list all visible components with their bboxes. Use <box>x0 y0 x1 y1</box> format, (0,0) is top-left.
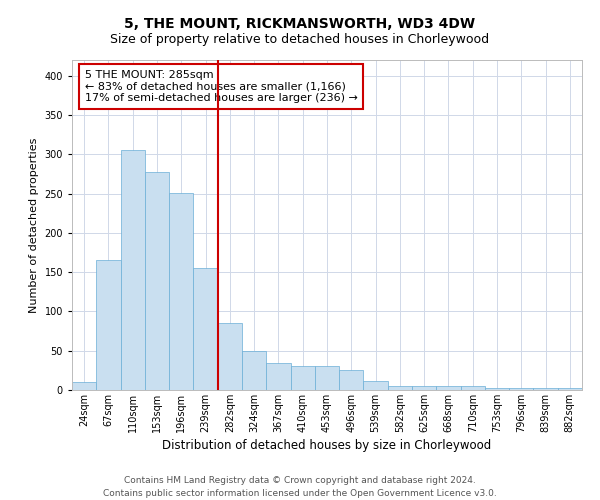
Text: 5, THE MOUNT, RICKMANSWORTH, WD3 4DW: 5, THE MOUNT, RICKMANSWORTH, WD3 4DW <box>124 18 476 32</box>
Bar <box>266 362 290 390</box>
Bar <box>315 366 339 390</box>
Bar <box>218 323 242 390</box>
Bar <box>485 388 509 390</box>
Bar <box>339 370 364 390</box>
Bar <box>169 193 193 390</box>
Bar <box>558 388 582 390</box>
Bar <box>193 268 218 390</box>
Bar <box>412 386 436 390</box>
Bar <box>290 366 315 390</box>
Text: 5 THE MOUNT: 285sqm
← 83% of detached houses are smaller (1,166)
17% of semi-det: 5 THE MOUNT: 285sqm ← 83% of detached ho… <box>85 70 358 103</box>
Bar <box>242 350 266 390</box>
Bar <box>121 150 145 390</box>
Bar <box>388 386 412 390</box>
Text: Size of property relative to detached houses in Chorleywood: Size of property relative to detached ho… <box>110 32 490 46</box>
Bar <box>364 382 388 390</box>
X-axis label: Distribution of detached houses by size in Chorleywood: Distribution of detached houses by size … <box>163 439 491 452</box>
Bar <box>436 386 461 390</box>
Bar <box>461 386 485 390</box>
Text: Contains HM Land Registry data © Crown copyright and database right 2024.
Contai: Contains HM Land Registry data © Crown c… <box>103 476 497 498</box>
Bar <box>509 388 533 390</box>
Y-axis label: Number of detached properties: Number of detached properties <box>29 138 39 312</box>
Bar <box>145 172 169 390</box>
Bar <box>533 388 558 390</box>
Bar <box>96 260 121 390</box>
Bar <box>72 382 96 390</box>
